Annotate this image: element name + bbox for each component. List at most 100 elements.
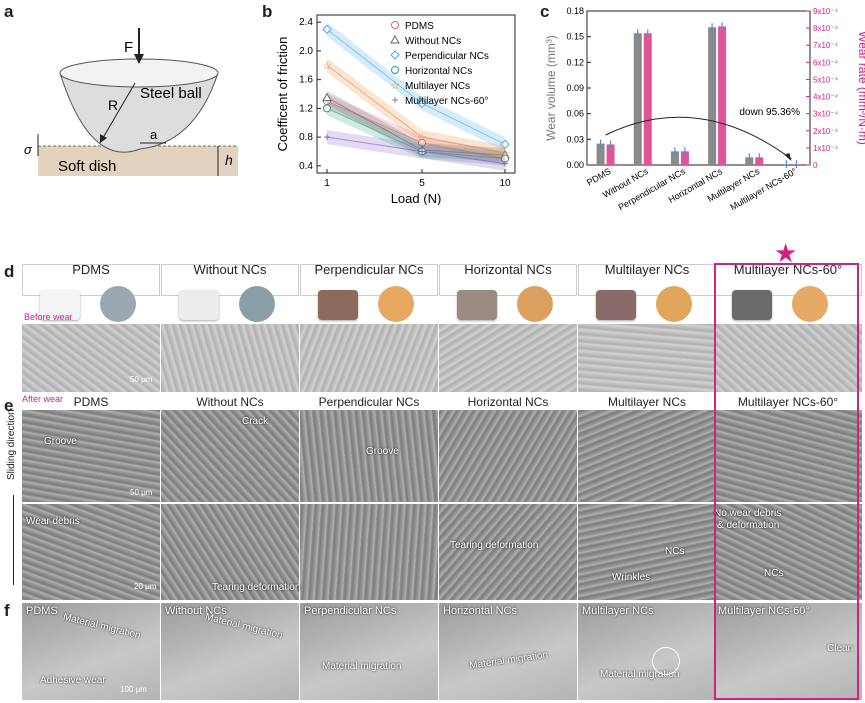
left-tick-label: 0.09 [566, 83, 584, 93]
deformation-label: & deformation [717, 520, 780, 531]
after-wear-header: Multilayer NCs-60° [737, 395, 839, 409]
panel-label-f: f [4, 601, 10, 620]
x-tick-label: 5 [419, 178, 425, 189]
category-label: Perpendicular NCs [616, 166, 687, 210]
left-tick-label: 0.00 [566, 160, 584, 170]
wear-track-image [22, 603, 160, 700]
legend-entry: Without NCs [405, 36, 461, 47]
groove-label-perp: Groove [366, 446, 399, 457]
panel-label-c: c [540, 2, 550, 21]
data-point [391, 66, 399, 74]
scale-f-label: 100 μm [120, 685, 147, 694]
rate-bar [718, 26, 727, 166]
plot-frame [316, 14, 516, 174]
rate-bar [643, 33, 652, 165]
volume-bar [708, 27, 717, 166]
data-point [323, 104, 331, 113]
before-wear-sem-image [22, 324, 160, 392]
wear-track-image [161, 603, 299, 700]
left-axis-label: Wear volume (mm³) [545, 35, 558, 141]
data-point: ☆ [322, 60, 332, 72]
before-wear-sem-image [714, 324, 862, 392]
series-band [327, 94, 505, 166]
tearing-label-without: Tearing deformation [212, 582, 301, 593]
before-wear-sem-image [161, 324, 299, 392]
after-wear-sem-zoom [714, 504, 862, 600]
data-point: + [501, 157, 508, 171]
ncs-label-60: NCs [764, 568, 784, 579]
sample-header: Without NCs [193, 262, 267, 277]
wear-track-header: PDMS [26, 605, 58, 617]
wrinkles-label: Wrinkles [612, 572, 651, 583]
legend-entry: PDMS [405, 21, 434, 32]
sample-disc-icon [378, 286, 414, 322]
data-point [322, 92, 332, 102]
scale-bottom-label: 20 μm [134, 582, 157, 591]
y-axis-label: Coefficent of friction [275, 37, 290, 152]
wear-track-header: Without NCs [165, 605, 227, 617]
rate-bar [606, 144, 615, 165]
sample-cylinder-icon [732, 290, 772, 320]
legend-entry: Multilayer NCs-60° [405, 96, 488, 107]
sample-disc-icon [792, 286, 828, 322]
data-point [322, 24, 332, 35]
before-wear-sem-image [300, 324, 438, 392]
after-wear-header: Without NCs [196, 395, 264, 409]
after-wear-sem-top [714, 410, 862, 502]
after-wear-header: Horizontal NCs [467, 395, 549, 409]
wear-chart: 0.00 0.03 0.06 0.09 0.12 0.15 0.18 0 1x10⁻⁴ 2x10⁻… [545, 6, 865, 210]
data-point [391, 21, 399, 29]
after-wear-label: After wear [22, 394, 64, 404]
contact-radius-label: a [150, 127, 158, 142]
crack-label: Crack [242, 416, 269, 427]
panel-label-b: b [262, 2, 273, 21]
data-point [390, 34, 400, 44]
height-label: h [225, 152, 233, 168]
dish-label: Soft dish [58, 158, 116, 175]
data-point [390, 50, 400, 60]
scale-bar-label: 50 μm [130, 375, 153, 384]
sample-cylinder-icon [457, 290, 497, 320]
after-wear-sem-top [439, 410, 577, 502]
sample-cylinder-icon [318, 290, 358, 320]
sample-disc-icon [239, 286, 275, 322]
after-wear-header: Perpendicular NCs [318, 395, 420, 409]
ball-label: Steel ball [140, 85, 202, 102]
after-wear-sem-top [300, 410, 438, 502]
sample-header: PDMS [72, 262, 110, 277]
right-tick-label: 0 [813, 161, 818, 170]
sliding-arrow [13, 495, 14, 585]
wear-track-header: Horizontal NCs [443, 605, 517, 617]
after-wear-sem-zoom [300, 504, 438, 600]
series-band [327, 90, 505, 163]
data-point: ☆ [390, 80, 400, 92]
before-wear-row: PDMS Without NCs Perpendicular NCs Horizont… [22, 262, 862, 392]
after-wear-header: Multilayer NCs [607, 395, 686, 409]
after-wear-sem-zoom [578, 504, 716, 600]
highlight-star-icon: ★ [774, 238, 798, 268]
left-tick-label: 0.03 [566, 134, 584, 144]
wear-track-image [578, 603, 716, 700]
sample-header: Multilayer NCs-60° [733, 262, 843, 277]
sliding-direction-label: Sliding direction [6, 409, 17, 480]
migration-label-perp: Material migration [322, 661, 402, 672]
data-point [501, 154, 509, 163]
data-point: + [391, 93, 398, 107]
wear-debris-label: Wear debris [26, 516, 80, 527]
right-tick-label: 2x10⁻⁴ [813, 127, 839, 136]
sample-header: Horizontal NCs [464, 262, 552, 277]
after-wear-row: PDMS Without NCs Perpendicular NCs Horizont… [22, 394, 862, 600]
after-wear-sem-top [578, 410, 716, 502]
friction-chart: 0.4 0.8 1.2 1.6 2.0 2.4 1 5 10 Load (N) Coefficent… [275, 14, 516, 205]
series-line [326, 136, 506, 165]
category-label: Multilayer NCs-60° [728, 166, 798, 210]
depth-label: σ [24, 142, 33, 157]
sample-cylinder-icon [40, 290, 80, 320]
after-wear-sem-top [161, 410, 299, 502]
right-tick-label: 4x10⁻⁴ [813, 93, 839, 102]
reduction-annotation: down 95.36% [739, 107, 800, 118]
after-wear-header: PDMS [73, 395, 109, 409]
sample-disc-icon [517, 286, 553, 322]
y-tick-label: 2.0 [299, 46, 313, 57]
left-tick-label: 0.15 [566, 32, 584, 42]
